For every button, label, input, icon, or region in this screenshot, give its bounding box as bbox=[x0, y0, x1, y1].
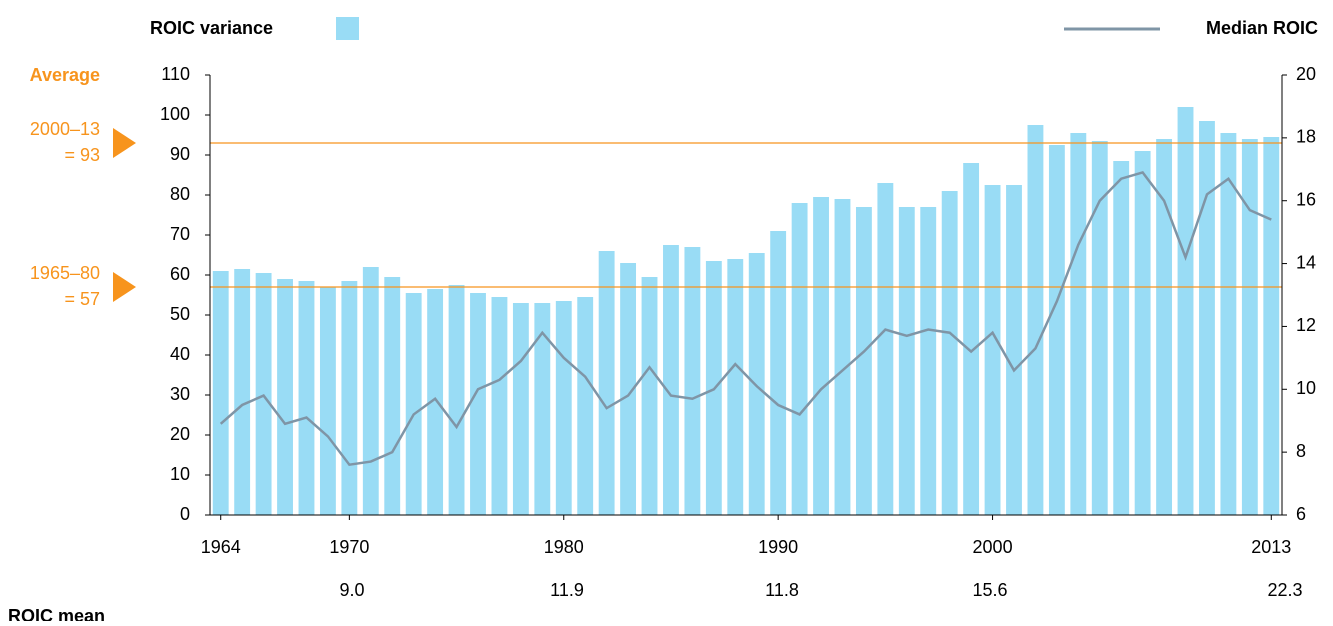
bar bbox=[491, 297, 508, 515]
bar bbox=[234, 269, 251, 515]
x-tick-label: 1990 bbox=[758, 537, 798, 557]
bar bbox=[855, 207, 872, 515]
x-tick-label: 1980 bbox=[544, 537, 584, 557]
bar bbox=[1134, 151, 1151, 515]
bar bbox=[641, 277, 658, 515]
bar bbox=[1199, 121, 1215, 515]
y-tick-label: 90 bbox=[170, 144, 190, 164]
y-tick-label: 110 bbox=[161, 64, 190, 84]
bar bbox=[534, 303, 551, 515]
bar bbox=[941, 191, 958, 515]
roic-mean-value: 11.9 bbox=[550, 580, 584, 600]
average-arrow bbox=[113, 272, 136, 302]
bar bbox=[984, 185, 1001, 515]
roic-mean-value: 11.8 bbox=[765, 580, 799, 600]
bar bbox=[1091, 141, 1108, 515]
bar bbox=[555, 301, 572, 515]
y2-tick-label: 16 bbox=[1296, 189, 1316, 209]
bar bbox=[791, 203, 808, 515]
bar bbox=[727, 259, 744, 515]
bar bbox=[384, 277, 401, 515]
bar bbox=[1006, 185, 1022, 515]
bar bbox=[684, 247, 701, 515]
average-label: = 57 bbox=[64, 289, 100, 309]
y2-tick-label: 20 bbox=[1296, 64, 1316, 84]
bar bbox=[813, 197, 829, 515]
average-arrow bbox=[113, 128, 136, 158]
roic-mean-label: ROIC mean bbox=[8, 606, 105, 621]
bar bbox=[577, 297, 594, 515]
bar bbox=[405, 293, 422, 515]
y2-tick-label: 12 bbox=[1296, 315, 1316, 335]
bar bbox=[620, 263, 637, 515]
y-tick-label: 70 bbox=[170, 224, 190, 244]
bar bbox=[1241, 139, 1258, 515]
bar bbox=[427, 289, 444, 515]
roic-mean-value: 15.6 bbox=[972, 580, 1007, 600]
y2-tick-label: 8 bbox=[1296, 441, 1306, 461]
y-tick-label: 10 bbox=[170, 464, 190, 484]
bar bbox=[298, 281, 315, 515]
bar bbox=[770, 231, 787, 515]
average-label: 2000–13 bbox=[30, 119, 100, 139]
x-tick-label: 2013 bbox=[1251, 537, 1291, 557]
bar bbox=[362, 267, 379, 515]
roic-mean-value: 22.3 bbox=[1267, 580, 1302, 600]
averages-title: Average bbox=[30, 65, 100, 85]
bar bbox=[920, 207, 937, 515]
bar bbox=[512, 303, 529, 515]
bar bbox=[319, 287, 336, 515]
bar bbox=[1263, 137, 1280, 515]
y2-tick-label: 10 bbox=[1296, 378, 1316, 398]
bar bbox=[341, 281, 358, 515]
y-tick-label: 20 bbox=[170, 424, 190, 444]
line bbox=[219, 170, 1272, 467]
bar bbox=[1156, 139, 1173, 515]
bar bbox=[1070, 133, 1087, 515]
bar bbox=[212, 271, 229, 515]
bar bbox=[1027, 125, 1044, 515]
y-tick-label: 100 bbox=[160, 104, 190, 124]
average-label: = 93 bbox=[64, 145, 100, 165]
y-tick-label: 0 bbox=[180, 504, 190, 524]
y2-tick-label: 14 bbox=[1296, 252, 1316, 272]
legend-swatch bbox=[336, 17, 359, 40]
bar bbox=[877, 183, 894, 515]
bar bbox=[470, 293, 486, 515]
bar bbox=[1220, 133, 1237, 515]
bar bbox=[1048, 145, 1065, 515]
bar bbox=[963, 163, 980, 515]
bar bbox=[277, 279, 293, 515]
bar bbox=[1113, 161, 1130, 515]
y-tick-label: 40 bbox=[170, 344, 190, 364]
x-tick-label: 1964 bbox=[201, 537, 241, 557]
bar bbox=[834, 199, 851, 515]
roic-mean-value: 9.0 bbox=[339, 580, 364, 600]
x-tick-label: 2000 bbox=[973, 537, 1013, 557]
y2-tick-label: 18 bbox=[1296, 127, 1316, 147]
bar bbox=[598, 251, 615, 515]
y-tick-label: 80 bbox=[170, 184, 190, 204]
y2-tick-label: 6 bbox=[1296, 504, 1306, 524]
x-tick-label: 1970 bbox=[329, 537, 369, 557]
bar bbox=[1177, 107, 1194, 515]
bar bbox=[748, 253, 765, 515]
y-tick-label: 50 bbox=[170, 304, 190, 324]
bar bbox=[898, 207, 915, 515]
y-tick-label: 60 bbox=[170, 264, 190, 284]
bar bbox=[255, 273, 272, 515]
legend-label: ROIC variance bbox=[150, 18, 273, 38]
bar bbox=[448, 285, 465, 515]
average-label: 1965–80 bbox=[30, 263, 100, 283]
legend-label: Median ROIC bbox=[1206, 18, 1318, 38]
y-tick-label: 30 bbox=[170, 384, 190, 404]
bar bbox=[663, 245, 679, 515]
